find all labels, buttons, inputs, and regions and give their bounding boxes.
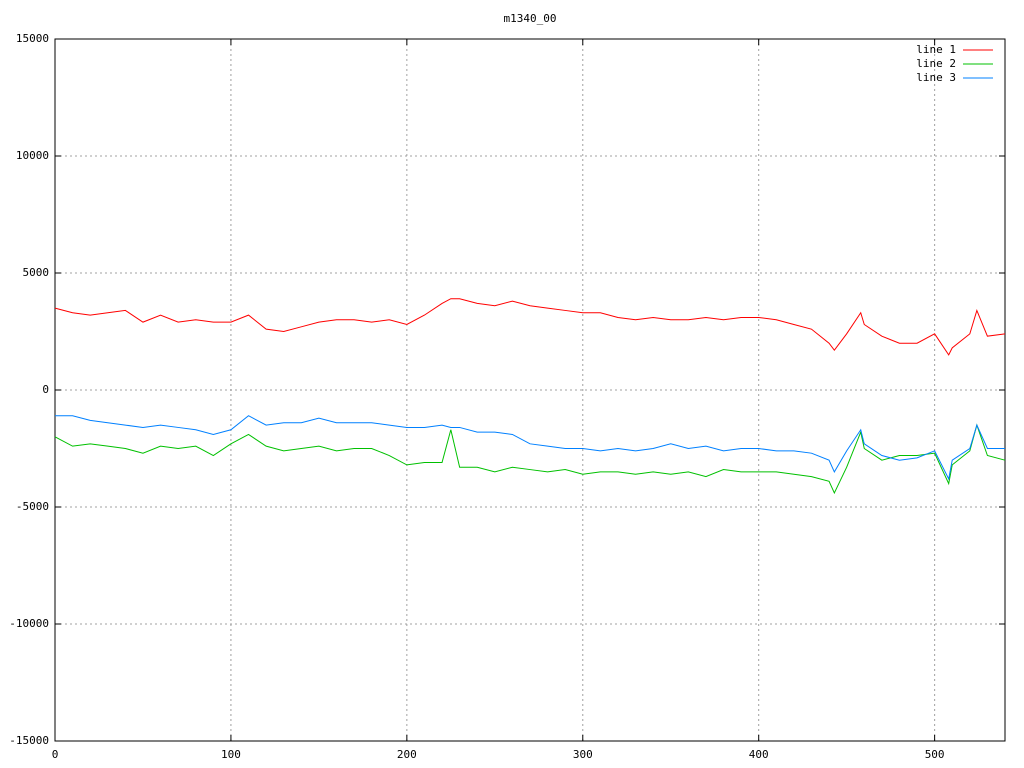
x-tick-label: 100 xyxy=(221,748,241,761)
data-line xyxy=(55,415,1005,481)
x-tick-label: 500 xyxy=(925,748,945,761)
plot-frame xyxy=(54,38,1006,742)
data-line xyxy=(54,423,1006,495)
y-tick-label: -10000 xyxy=(9,617,49,630)
y-tick-label: 0 xyxy=(42,383,49,396)
x-tick-label: 400 xyxy=(749,748,769,761)
x-tick-label: 300 xyxy=(573,748,593,761)
x-tick-label: 200 xyxy=(397,748,417,761)
y-tick-label: 15000 xyxy=(16,32,49,45)
chart-title: m1340_00 xyxy=(504,12,557,25)
y-tick-label: 5000 xyxy=(23,266,50,279)
legend-label: line 2 xyxy=(916,57,956,70)
y-tick-label: 10000 xyxy=(16,149,49,162)
legend-label: line 3 xyxy=(916,71,956,84)
data-line xyxy=(54,298,1006,356)
y-tick-label: -15000 xyxy=(9,734,49,747)
legend-label: line 1 xyxy=(916,43,956,56)
x-tick-label: 0 xyxy=(52,748,59,761)
y-tick-label: -5000 xyxy=(16,500,49,513)
